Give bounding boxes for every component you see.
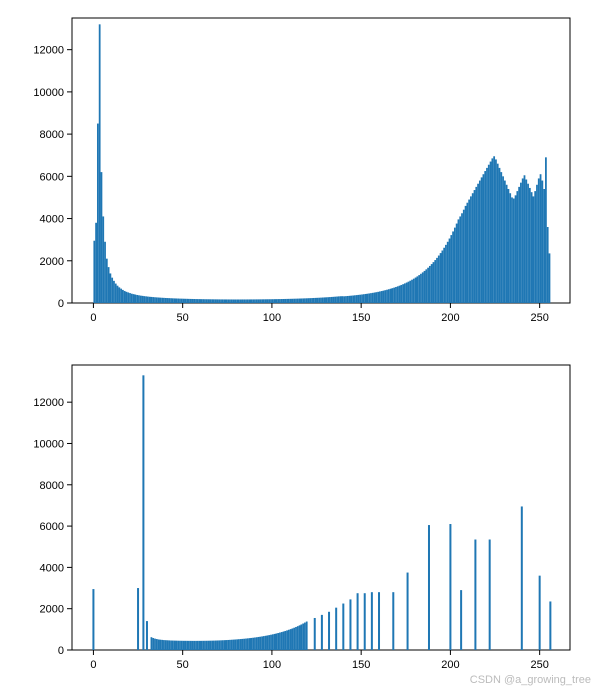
svg-text:0: 0 [90, 312, 96, 324]
figure-container: 0501001502002500200040006000800010000120… [0, 0, 599, 690]
svg-text:50: 50 [177, 659, 189, 671]
svg-text:0: 0 [58, 298, 64, 310]
svg-text:250: 250 [530, 659, 548, 671]
svg-text:200: 200 [441, 659, 459, 671]
svg-text:200: 200 [441, 312, 459, 324]
svg-text:10000: 10000 [33, 438, 64, 450]
svg-text:8000: 8000 [40, 129, 64, 141]
figure-svg: 0501001502002500200040006000800010000120… [0, 0, 599, 690]
svg-text:10000: 10000 [33, 87, 64, 99]
svg-text:2000: 2000 [40, 256, 64, 268]
svg-text:50: 50 [177, 312, 189, 324]
svg-text:250: 250 [530, 312, 548, 324]
watermark-text: CSDN @a_growing_tree [470, 674, 591, 686]
svg-text:0: 0 [90, 659, 96, 671]
svg-text:4000: 4000 [40, 562, 64, 574]
svg-text:150: 150 [352, 659, 370, 671]
svg-text:0: 0 [58, 645, 64, 657]
svg-text:100: 100 [263, 659, 281, 671]
svg-text:6000: 6000 [40, 521, 64, 533]
svg-text:6000: 6000 [40, 171, 64, 183]
svg-text:2000: 2000 [40, 604, 64, 616]
svg-text:100: 100 [263, 312, 281, 324]
svg-text:12000: 12000 [33, 397, 64, 409]
svg-text:4000: 4000 [40, 214, 64, 226]
svg-text:8000: 8000 [40, 480, 64, 492]
svg-text:12000: 12000 [33, 45, 64, 57]
svg-text:150: 150 [352, 312, 370, 324]
